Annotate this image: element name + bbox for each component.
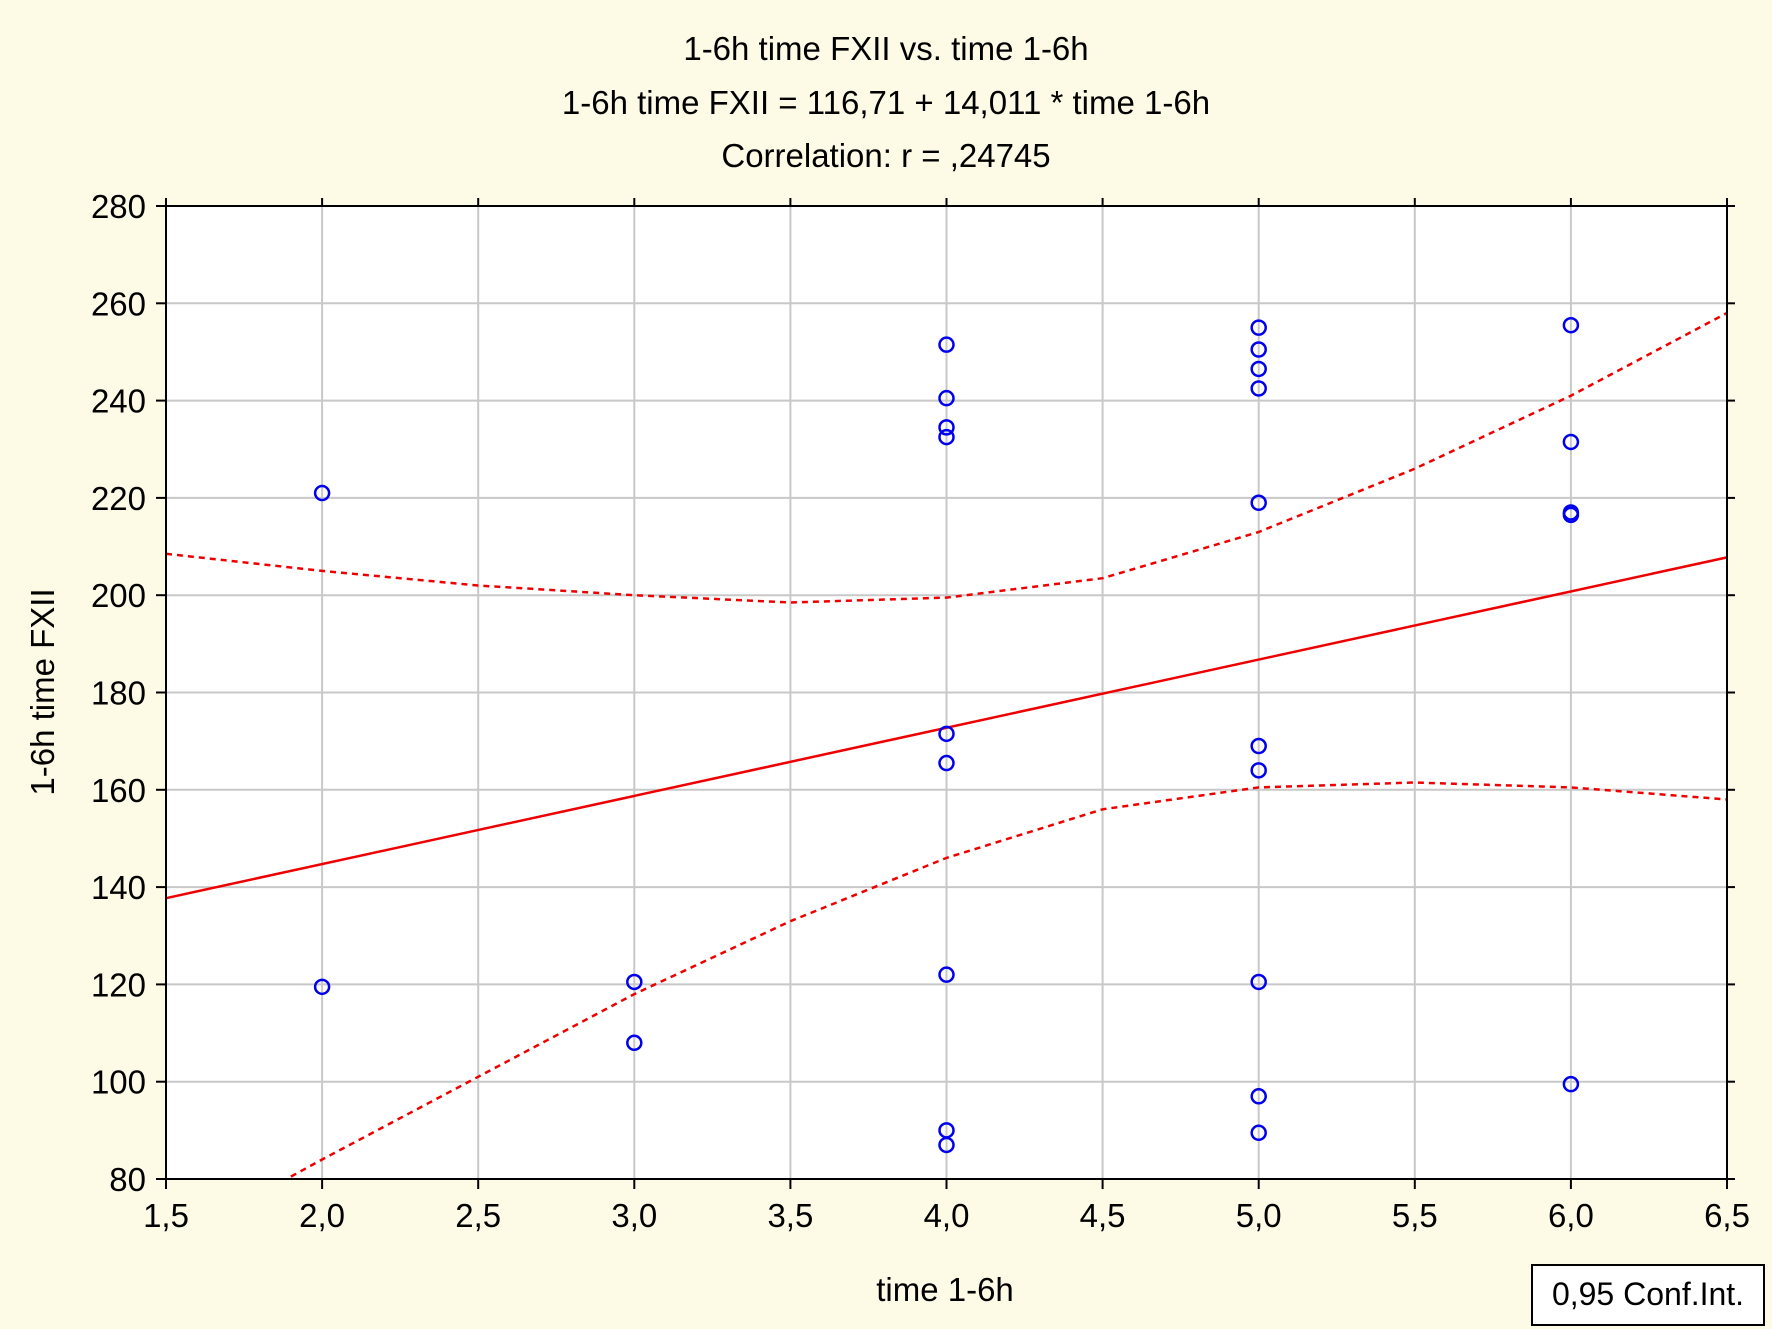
x-tick-label: 3,5 [767, 1197, 813, 1234]
chart-title-line-3: Correlation: r = ,24745 [721, 137, 1050, 174]
data-point [626, 1034, 643, 1052]
data-point [1250, 380, 1267, 397]
x-tick-label: 3,0 [611, 1197, 657, 1234]
y-tick-label: 260 [91, 285, 146, 322]
data-point [938, 336, 955, 353]
data-point [1250, 319, 1267, 336]
legend-box: 0,95 Conf.Int. [1531, 1264, 1765, 1326]
data-point [626, 973, 643, 991]
legend-text: 0,95 Conf.Int. [1552, 1276, 1744, 1312]
legend-frame [1531, 1264, 1765, 1326]
data-point [938, 428, 955, 446]
data-point [1250, 341, 1267, 358]
x-tick-label: 5,0 [1236, 1197, 1282, 1234]
data-point [1250, 1124, 1267, 1142]
data-point [1562, 1075, 1580, 1093]
y-tick-label: 220 [91, 480, 146, 517]
y-tick-label: 80 [109, 1161, 146, 1198]
data-points [313, 316, 1580, 1154]
y-axis-tick-labels: 80 100 120 140 160 180 200 220 240 260 280 [91, 188, 146, 1198]
y-tick-label: 180 [91, 675, 146, 712]
chart-title-line-1: 1-6h time FXII vs. time 1-6h [683, 30, 1088, 67]
x-axis-label: time 1-6h [876, 1271, 1014, 1308]
confidence-band-lower [290, 781, 1728, 1178]
data-point [1562, 316, 1580, 334]
data-point [1250, 360, 1267, 378]
data-point [1250, 737, 1267, 755]
x-tick-label: 6,0 [1548, 1197, 1594, 1234]
confidence-band-upper [165, 311, 1728, 604]
data-point [938, 966, 955, 983]
chart-title-line-2: 1-6h time FXII = 116,71 + 14,011 * time … [562, 84, 1210, 121]
x-tick-label: 4,0 [924, 1197, 970, 1234]
y-tick-label: 100 [91, 1064, 146, 1101]
y-tick-label: 160 [91, 772, 146, 809]
y-tick-label: 200 [91, 577, 146, 614]
x-tick-label: 5,5 [1392, 1197, 1438, 1234]
y-tick-label: 140 [91, 869, 146, 906]
y-tick-label: 240 [91, 383, 146, 420]
x-tick-label: 2,0 [299, 1197, 345, 1234]
x-axis-tick-labels: 1,5 2,0 2,5 3,0 3,5 4,0 4,5 5,0 5,5 6,0 6,5 [143, 1197, 1750, 1234]
y-tick-label: 280 [91, 188, 146, 225]
grid-lines [166, 206, 1727, 1179]
data-point [1562, 506, 1580, 524]
data-point [1250, 494, 1267, 512]
data-point [1562, 433, 1580, 451]
data-point [938, 1136, 955, 1154]
axis-ticks [156, 198, 1735, 1189]
x-tick-label: 6,5 [1704, 1197, 1750, 1234]
chart-title: 1-6h time FXII vs. time 1-6h 1-6h time F… [562, 30, 1210, 174]
data-point [1250, 973, 1267, 991]
data-point [938, 389, 955, 407]
x-tick-label: 2,5 [455, 1197, 501, 1234]
data-point [938, 754, 955, 772]
data-point [938, 725, 955, 743]
x-tick-label: 4,5 [1080, 1197, 1126, 1234]
data-point [1250, 762, 1267, 779]
data-point [938, 419, 955, 436]
y-axis-label: 1-6h time FXII [24, 588, 61, 795]
y-tick-label: 120 [91, 966, 146, 1003]
data-point [313, 978, 331, 996]
data-point [313, 484, 331, 502]
data-point [1250, 1088, 1267, 1105]
x-tick-label: 1,5 [143, 1197, 189, 1234]
